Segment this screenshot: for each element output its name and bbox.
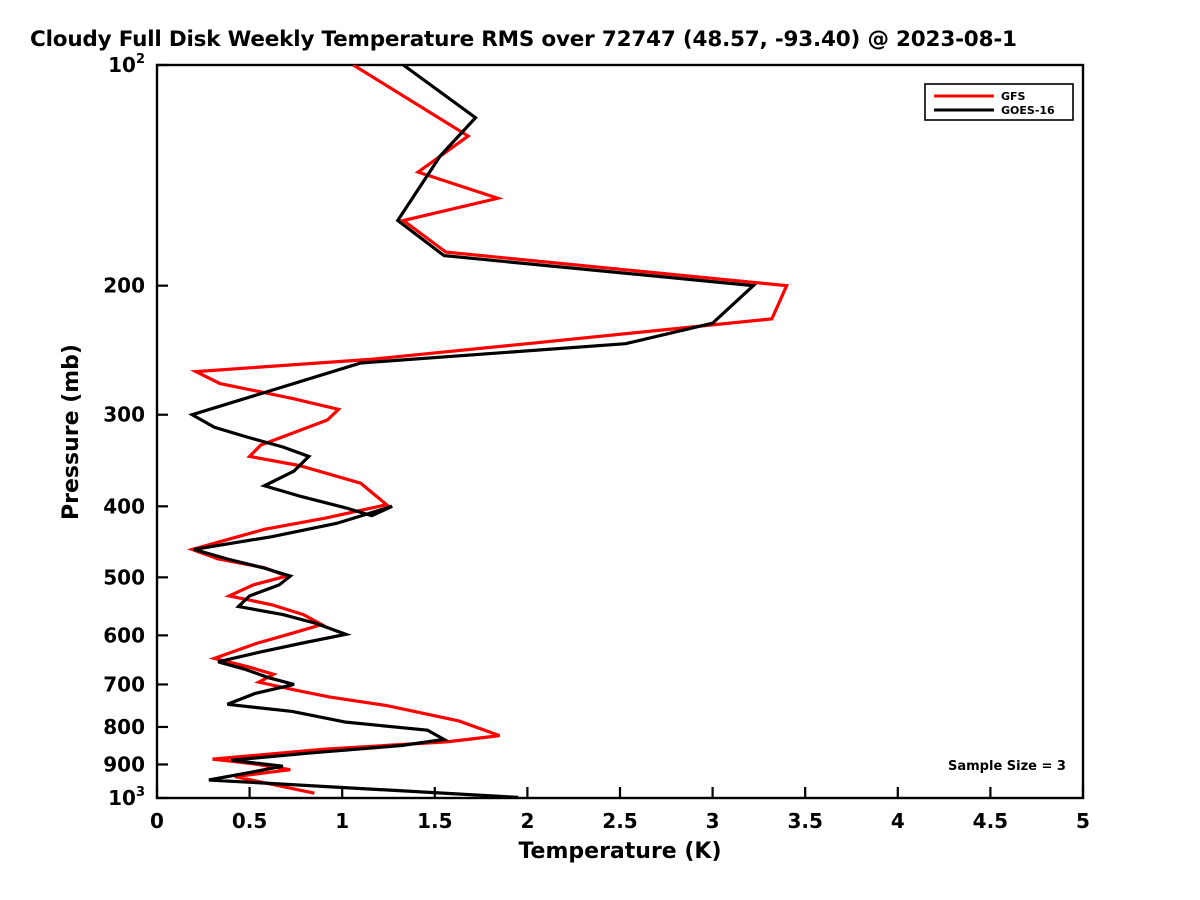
x-tick-label: 3 (706, 809, 720, 833)
x-tick-label: 4 (891, 809, 905, 833)
x-tick-label: 0.5 (232, 809, 267, 833)
y-tick-label: 200 (103, 274, 145, 298)
x-tick-label: 0 (150, 809, 164, 833)
y-tick-label: 800 (103, 715, 145, 739)
y-tick-label: 900 (103, 752, 145, 776)
legend-label-gfs: GFS (1001, 90, 1026, 103)
page-title: Cloudy Full Disk Weekly Temperature RMS … (30, 27, 1017, 52)
legend-box (924, 83, 1074, 121)
plot-frame (155, 63, 1085, 800)
x-tick-label: 1 (335, 809, 349, 833)
series-line-goes-16 (188, 65, 758, 798)
series-line-gfs (186, 65, 790, 795)
x-tick-label: 2 (520, 809, 534, 833)
y-axis-tick-labels: 102 200 300 400 500 600 700 800 900 103 (103, 52, 145, 810)
x-axis-tick-labels: 0 0.5 1 1.5 2 2.5 3 3.5 4 4.5 5 (150, 809, 1090, 833)
y-tick-label: 102 (108, 52, 145, 77)
x-axis-title: Temperature (K) (518, 839, 721, 864)
data-series-group (186, 65, 790, 798)
sample-size-annotation: Sample Size = 3 (948, 759, 1066, 774)
chart-legend[interactable]: GFS GOES-16 (924, 83, 1074, 121)
x-tick-label: 4.5 (973, 809, 1008, 833)
y-tick-label: 103 (108, 785, 145, 810)
y-tick-label: 700 (103, 672, 145, 696)
y-axis-title: Pressure (mb) (59, 344, 84, 520)
y-tick-label: 300 (103, 403, 145, 427)
x-tick-label: 1.5 (417, 809, 452, 833)
y-tick-label: 500 (103, 565, 145, 589)
y-tick-label: 600 (103, 623, 145, 647)
legend-label-goes16: GOES-16 (1001, 104, 1055, 117)
x-tick-label: 5 (1076, 809, 1090, 833)
x-tick-label: 3.5 (787, 809, 822, 833)
y-axis-ticks (157, 63, 168, 800)
x-tick-label: 2.5 (602, 809, 637, 833)
y-tick-label: 400 (103, 494, 145, 518)
